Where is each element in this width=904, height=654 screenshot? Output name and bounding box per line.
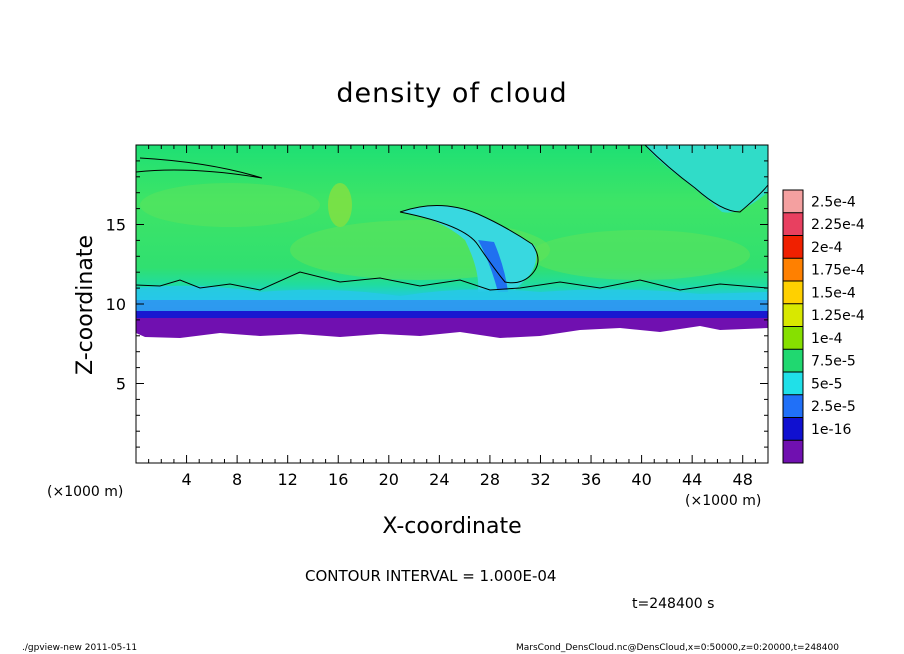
colorbar-swatch	[783, 417, 803, 441]
colorbar-label: 1e-16	[811, 422, 851, 438]
colorbar-label: 2.5e-4	[811, 194, 856, 210]
chart-title: density of cloud	[336, 78, 568, 109]
field-patch	[140, 183, 320, 227]
footer-left: ./gpview-new 2011-05-11	[22, 643, 138, 653]
contour-line	[136, 271, 768, 291]
x-tick-label: 28	[480, 470, 500, 489]
colorbar-swatch	[783, 303, 803, 327]
colorbar-swatch	[783, 326, 803, 350]
x-tick-label: 20	[379, 470, 399, 489]
y-tick-label: 5	[116, 375, 126, 394]
colorbar-swatch	[783, 235, 803, 259]
footer-right: MarsCond_DensCloud.nc@DensCloud,x=0:5000…	[516, 643, 839, 653]
y-tick-label: 15	[106, 216, 126, 235]
colorbar-label: 1.75e-4	[811, 263, 865, 279]
field-band-blue	[136, 300, 768, 314]
contour-line	[399, 205, 539, 284]
x-axis-unit-left: (×1000 m)	[47, 484, 124, 500]
x-axis-label: X-coordinate	[382, 514, 522, 539]
field-patch-cyan	[645, 145, 768, 213]
x-tick-label: 16	[328, 470, 348, 489]
x-tick-label: 8	[232, 470, 242, 489]
x-tick-label: 48	[733, 470, 753, 489]
colorbar-label: 2.5e-5	[811, 399, 856, 415]
x-tick-label: 12	[278, 470, 298, 489]
colorbar-label: 1e-4	[811, 331, 843, 347]
x-tick-label: 4	[181, 470, 191, 489]
colorbar-swatch	[783, 440, 803, 463]
contour-lines	[136, 145, 768, 291]
field-band-navy	[136, 311, 768, 321]
colorbar-label: 1.25e-4	[811, 308, 865, 324]
colorbar-label: 7.5e-5	[811, 354, 856, 370]
x-axis-unit-right: (×1000 m)	[685, 493, 762, 509]
colorbar-swatch	[783, 394, 803, 418]
colorbar-swatch	[783, 349, 803, 372]
contour-line	[136, 157, 263, 179]
field-patch	[328, 183, 352, 227]
x-tick-label: 40	[631, 470, 651, 489]
colorbar-swatch	[783, 372, 803, 395]
x-ticks: 4 8 12 16 20 24 28 32 36 40 44 48	[148, 145, 756, 489]
contour-line	[644, 145, 768, 213]
x-tick-label: 44	[682, 470, 702, 489]
y-ticks: 5 10 15	[106, 160, 768, 448]
colorbar-swatch	[783, 258, 803, 281]
time-label: t=248400 s	[632, 596, 715, 612]
colorbar-label: 1.5e-4	[811, 285, 856, 301]
colorbar-swatch	[783, 190, 803, 213]
contour-interval-label: CONTOUR INTERVAL = 1.000E-04	[305, 567, 557, 585]
colorbar-label: 2.25e-4	[811, 217, 865, 233]
y-tick-label: 10	[106, 295, 126, 314]
field-patch	[530, 230, 750, 280]
colorbar-label: 5e-5	[811, 376, 842, 392]
colorbar-swatch	[783, 212, 803, 236]
x-tick-label: 36	[581, 470, 601, 489]
colorbar-label: 2e-4	[811, 240, 843, 256]
colorbar: 2.5e-4 2.25e-4 2e-4 1.75e-4 1.5e-4 1.25e-4 1e-…	[782, 189, 865, 464]
field-band-purple	[136, 318, 768, 338]
x-tick-label: 32	[530, 470, 550, 489]
density-field	[136, 145, 768, 338]
x-tick-label: 24	[429, 470, 449, 489]
colorbar-swatch	[783, 281, 803, 304]
